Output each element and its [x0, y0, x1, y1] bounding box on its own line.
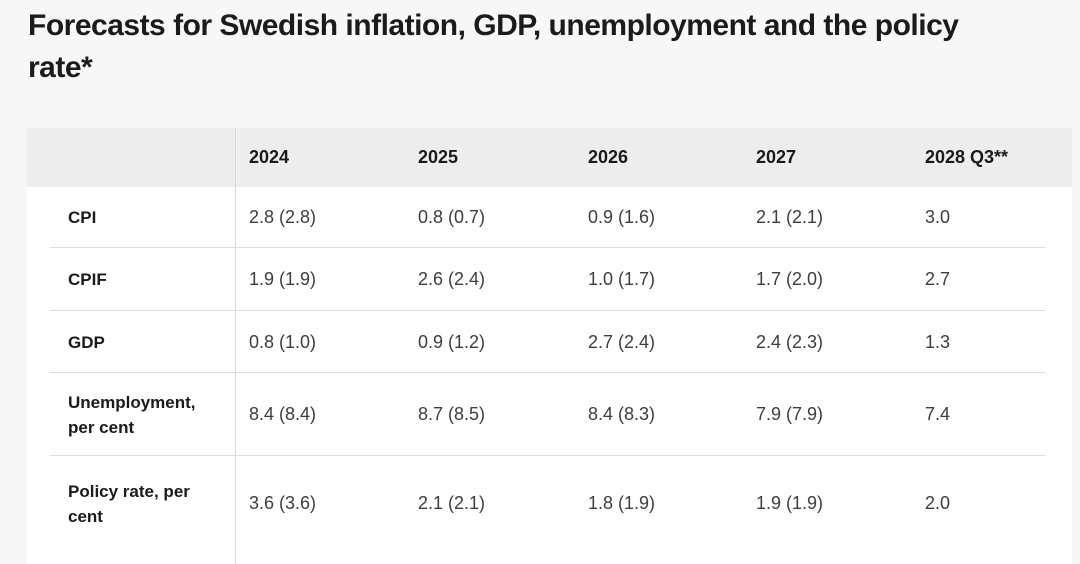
row-label-gdp: GDP — [68, 332, 105, 352]
table-cell: 2.1 (2.1) — [418, 493, 486, 513]
table-cell: 1.9 (1.9) — [756, 493, 824, 513]
column-header-2028-q3: 2028 Q3** — [925, 147, 1009, 167]
table-cell: 2.8 (2.8) — [249, 207, 317, 227]
table-cell: 7.9 (7.9) — [756, 404, 824, 424]
column-header-2024: 2024 — [249, 147, 290, 167]
table-cell: 7.4 — [925, 404, 951, 424]
table-cell: 3.6 (3.6) — [249, 493, 317, 513]
table-row-gdp: GDP 0.8 (1.0) 0.9 (1.2) 2.7 (2.4) 2.4 (2… — [27, 311, 1072, 373]
table-cell: 2.4 (2.3) — [756, 331, 824, 352]
table-cell: 1.3 — [925, 331, 951, 352]
column-header-2027: 2027 — [756, 147, 797, 167]
table-cell: 2.0 — [925, 493, 951, 513]
table-cell: 1.0 (1.7) — [588, 269, 656, 289]
table-cell: 2.7 (2.4) — [588, 331, 656, 352]
row-label-policy-rate: Policy rate, per cent — [68, 481, 190, 526]
table-cell: 1.8 (1.9) — [588, 493, 656, 513]
table-row-cpif: CPIF 1.9 (1.9) 2.6 (2.4) 1.0 (1.7) 1.7 (… — [27, 248, 1072, 311]
column-header-2025: 2025 — [418, 147, 459, 167]
page-title: Forecasts for Swedish inflation, GDP, un… — [28, 9, 959, 84]
table-row-policy-rate: Policy rate, per cent 3.6 (3.6) 2.1 (2.1… — [27, 456, 1072, 551]
table-cell: 2.7 — [925, 269, 951, 289]
forecast-table: 2024 2025 2026 2027 2028 Q3** CPI 2.8 (2… — [27, 128, 1072, 564]
row-label-unemployment: Unemployment, per cent — [68, 392, 196, 437]
table-cell: 1.7 (2.0) — [756, 269, 824, 289]
table-cell: 0.9 (1.2) — [418, 331, 486, 352]
table-row-cpi: CPI 2.8 (2.8) 0.8 (0.7) 0.9 (1.6) 2.1 (2… — [27, 187, 1072, 248]
table-header-row: 2024 2025 2026 2027 2028 Q3** — [27, 128, 1072, 187]
table-cell: 8.4 (8.3) — [588, 404, 656, 424]
table-cell: 3.0 — [925, 207, 951, 227]
column-header-2026: 2026 — [588, 147, 629, 167]
table-cell: 8.7 (8.5) — [418, 404, 486, 424]
table-cell: 0.8 (1.0) — [249, 331, 317, 352]
table-row-unemployment: Unemployment, per cent 8.4 (8.4) 8.7 (8.… — [27, 373, 1072, 456]
table-cell: 2.6 (2.4) — [418, 269, 486, 289]
row-label-cpif: CPIF — [68, 270, 107, 289]
table-cell: 8.4 (8.4) — [249, 404, 317, 424]
column-divider-line — [235, 128, 236, 564]
table-cell: 0.9 (1.6) — [588, 207, 656, 227]
table-cell: 2.1 (2.1) — [756, 207, 824, 227]
row-label-cpi: CPI — [68, 208, 97, 227]
table-cell: 1.9 (1.9) — [249, 269, 317, 289]
table-cell: 0.8 (0.7) — [418, 207, 486, 227]
